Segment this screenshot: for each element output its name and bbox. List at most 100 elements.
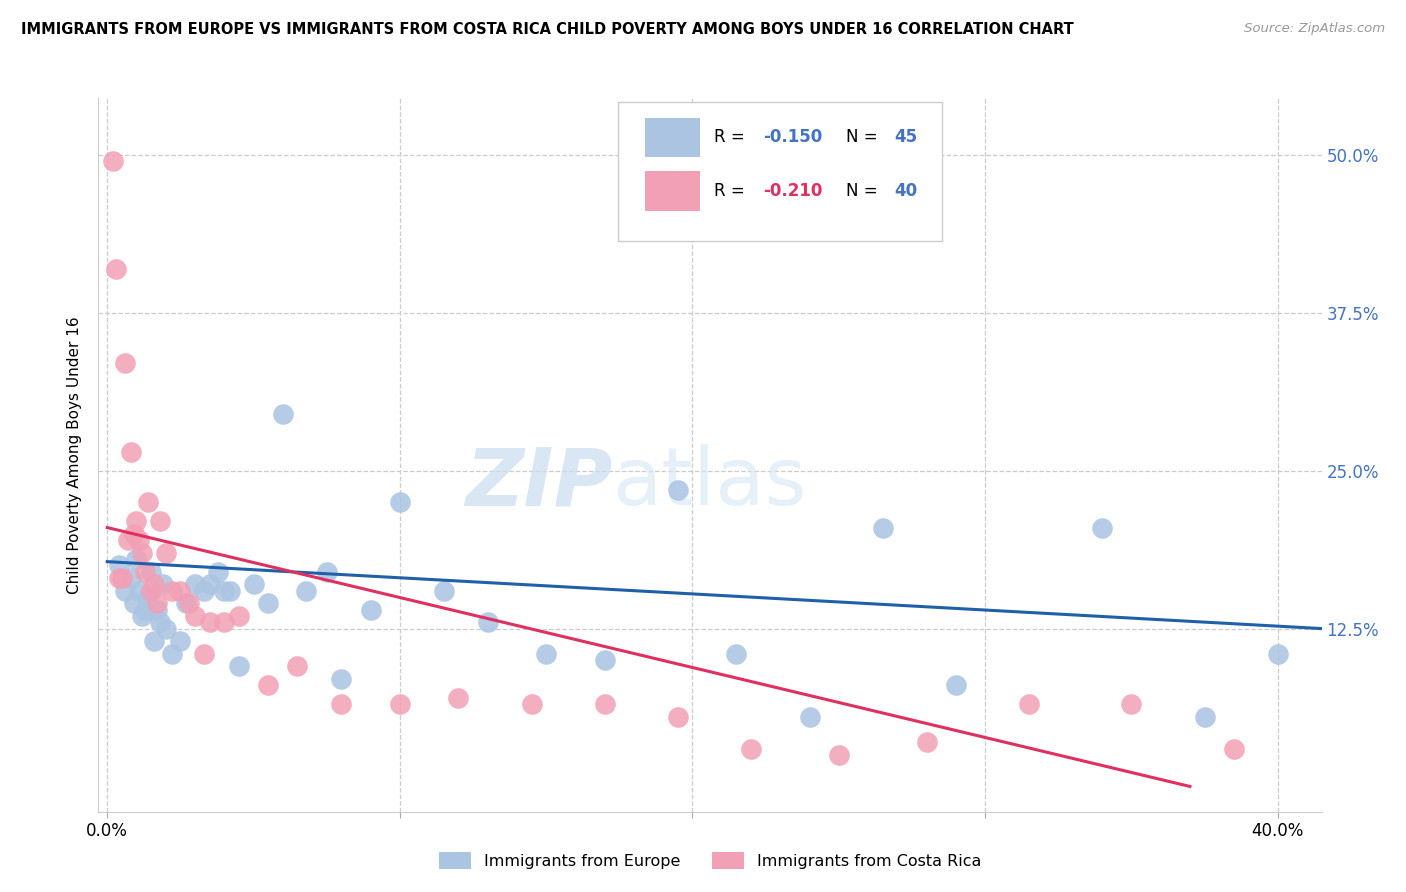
Point	[134, 565, 156, 579]
Point	[120, 444, 142, 458]
Point	[136, 495, 159, 509]
Point	[169, 583, 191, 598]
Point	[184, 609, 207, 624]
Point	[330, 672, 353, 686]
Point	[593, 698, 616, 712]
Text: R =: R =	[714, 182, 749, 200]
Point	[388, 698, 411, 712]
Point	[160, 647, 183, 661]
Point	[117, 533, 139, 548]
Legend: Immigrants from Europe, Immigrants from Costa Rica: Immigrants from Europe, Immigrants from …	[433, 846, 987, 875]
Point	[228, 609, 250, 624]
Text: atlas: atlas	[612, 444, 807, 523]
Point	[725, 647, 748, 661]
Point	[271, 407, 294, 421]
Point	[295, 583, 318, 598]
Point	[152, 577, 174, 591]
Point	[155, 622, 177, 636]
Point	[228, 659, 250, 673]
Point	[125, 514, 148, 528]
Point	[114, 356, 136, 370]
Point	[1194, 710, 1216, 724]
Point	[219, 583, 242, 598]
Point	[193, 583, 215, 598]
Text: -0.210: -0.210	[762, 182, 823, 200]
Point	[139, 565, 162, 579]
Point	[198, 577, 221, 591]
FancyBboxPatch shape	[645, 171, 700, 211]
Point	[242, 577, 264, 591]
Text: Source: ZipAtlas.com: Source: ZipAtlas.com	[1244, 22, 1385, 36]
Point	[120, 571, 142, 585]
Point	[122, 596, 145, 610]
Point	[131, 546, 153, 560]
Point	[212, 583, 235, 598]
Point	[388, 495, 411, 509]
Point	[139, 583, 162, 598]
Point	[257, 678, 280, 692]
Point	[104, 261, 127, 276]
Point	[101, 154, 124, 169]
Text: 40: 40	[894, 182, 918, 200]
Text: N =: N =	[846, 128, 883, 146]
Point	[128, 583, 150, 598]
Point	[330, 698, 353, 712]
Point	[128, 533, 150, 548]
Point	[198, 615, 221, 630]
Point	[146, 596, 169, 610]
Point	[160, 583, 183, 598]
Point	[155, 546, 177, 560]
Point	[945, 678, 967, 692]
FancyBboxPatch shape	[645, 118, 700, 157]
Point	[179, 596, 201, 610]
Point	[1091, 520, 1114, 534]
Point	[122, 526, 145, 541]
Point	[131, 609, 153, 624]
Point	[174, 596, 197, 610]
Text: N =: N =	[846, 182, 883, 200]
Point	[257, 596, 280, 610]
Point	[1267, 647, 1289, 661]
Text: R =: R =	[714, 128, 749, 146]
Text: ZIP: ZIP	[465, 444, 612, 523]
Point	[143, 577, 166, 591]
Point	[1223, 741, 1246, 756]
Point	[477, 615, 499, 630]
Point	[447, 691, 470, 706]
Point	[360, 602, 382, 616]
Point	[114, 583, 136, 598]
Point	[433, 583, 456, 598]
Point	[212, 615, 235, 630]
Point	[315, 565, 337, 579]
Point	[666, 710, 689, 724]
Point	[111, 571, 134, 585]
Point	[828, 747, 851, 762]
Point	[146, 602, 169, 616]
Point	[108, 558, 131, 573]
Point	[207, 565, 229, 579]
Point	[287, 659, 309, 673]
Text: -0.150: -0.150	[762, 128, 823, 146]
Point	[915, 735, 938, 749]
Point	[136, 590, 159, 604]
Text: 45: 45	[894, 128, 918, 146]
Point	[108, 571, 131, 585]
Point	[169, 634, 191, 648]
Point	[534, 647, 557, 661]
FancyBboxPatch shape	[619, 102, 942, 241]
Point	[143, 634, 166, 648]
Point	[1121, 698, 1143, 712]
Point	[149, 514, 172, 528]
Point	[184, 577, 207, 591]
Point	[520, 698, 543, 712]
Point	[1018, 698, 1040, 712]
Point	[740, 741, 762, 756]
Point	[134, 602, 156, 616]
Point	[125, 552, 148, 566]
Point	[193, 647, 215, 661]
Point	[872, 520, 894, 534]
Point	[593, 653, 616, 667]
Point	[149, 615, 172, 630]
Point	[799, 710, 821, 724]
Text: IMMIGRANTS FROM EUROPE VS IMMIGRANTS FROM COSTA RICA CHILD POVERTY AMONG BOYS UN: IMMIGRANTS FROM EUROPE VS IMMIGRANTS FRO…	[21, 22, 1074, 37]
